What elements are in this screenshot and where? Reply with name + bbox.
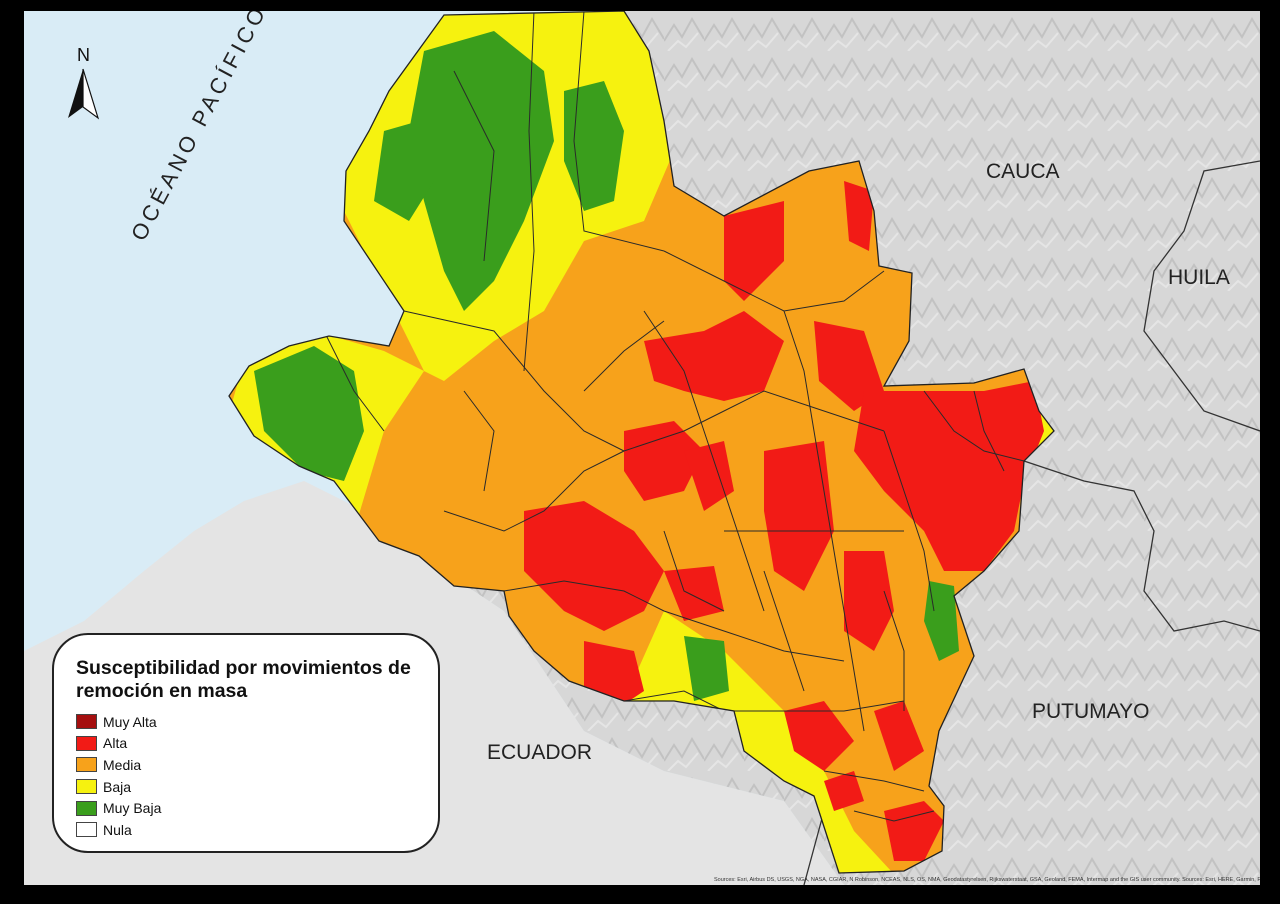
- legend-swatch: [76, 779, 97, 795]
- department-outline: [228, 11, 1055, 874]
- municipal-boundaries: [323, 11, 1025, 822]
- neighbor-label-putumayo: PUTUMAYO: [1032, 700, 1150, 723]
- map-attribution: Sources: Esri, Airbus DS, USGS, NGA, NAS…: [714, 877, 1260, 883]
- neighbor-label-cauca: CAUCA: [986, 160, 1060, 183]
- north-arrow-label: N: [77, 45, 90, 65]
- legend-title-line2: remoción en masa: [76, 680, 248, 702]
- legend-title: Susceptibilidad por movimientos de remoc…: [76, 657, 438, 703]
- legend-swatch: [76, 800, 97, 816]
- north-arrow-icon: [68, 68, 100, 120]
- legend-label: Baja: [103, 778, 132, 795]
- zone-muy-baja: [409, 31, 554, 311]
- zone-alta: [644, 311, 784, 401]
- susceptibility-map[interactable]: [24, 11, 1260, 885]
- legend-label: Media: [103, 756, 142, 773]
- zone-alta: [814, 321, 884, 411]
- legend-label: Muy Alta: [103, 713, 157, 730]
- legend-swatch: [76, 822, 97, 838]
- legend: Susceptibilidad por movimientos de remoc…: [52, 633, 440, 853]
- legend-swatch: [76, 735, 97, 751]
- legend-item-media: Media: [76, 754, 438, 776]
- legend-label: Nula: [103, 821, 132, 838]
- map-frame[interactable]: N OCÉANO PACÍFICO CAUCA HUILA PUTUMAYO E…: [24, 11, 1260, 885]
- neighbor-label-huila: HUILA: [1168, 266, 1230, 289]
- zone-muy-baja: [374, 121, 434, 221]
- zone-alta: [524, 501, 664, 631]
- zone-alta: [724, 201, 784, 301]
- legend-swatch: [76, 714, 97, 730]
- legend-label: Muy Baja: [103, 800, 162, 817]
- zone-muy-baja: [254, 346, 364, 481]
- zone-alta: [664, 566, 724, 621]
- legend-item-alta: Alta: [76, 733, 438, 755]
- legend-item-muy-alta: Muy Alta: [76, 711, 438, 733]
- zone-muy-baja: [564, 81, 624, 211]
- zone-alta: [824, 771, 864, 811]
- zone-alta: [624, 421, 704, 501]
- zone-alta: [874, 701, 924, 771]
- zone-alta: [764, 441, 834, 591]
- zone-alta: [844, 181, 874, 251]
- zone-alta: [854, 381, 1044, 571]
- zone-alta: [784, 701, 854, 771]
- legend-item-baja: Baja: [76, 776, 438, 798]
- legend-label: Alta: [103, 735, 128, 752]
- zone-alta: [844, 551, 894, 651]
- neighbor-boundary: [1023, 460, 1260, 632]
- neighbor-boundary: [1143, 160, 1260, 432]
- zone-alta: [884, 801, 944, 861]
- legend-title-line1: Susceptibilidad por movimientos de: [76, 657, 411, 679]
- zone-muy-baja: [684, 636, 729, 701]
- legend-item-nula: Nula: [76, 819, 438, 841]
- neighbor-label-ecuador: ECUADOR: [487, 741, 593, 764]
- legend-item-muy-baja: Muy Baja: [76, 797, 438, 819]
- zone-alta: [684, 441, 734, 511]
- legend-swatch: [76, 757, 97, 773]
